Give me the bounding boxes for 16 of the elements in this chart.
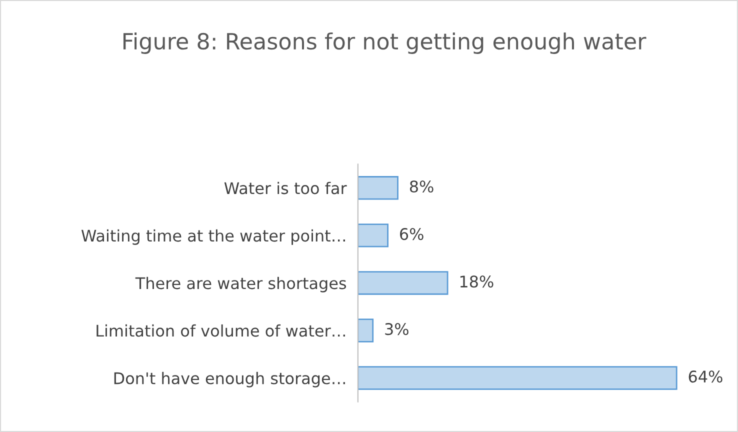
bar <box>358 271 448 295</box>
y-tick-label: Water is too far <box>224 182 347 194</box>
y-tick-label: There are water shortages <box>135 276 346 292</box>
data-label: 64% <box>688 370 722 383</box>
bar <box>358 318 374 342</box>
y-tick-label: Waiting time at the water point… <box>81 229 345 245</box>
bar <box>358 366 678 390</box>
y-tick-label: Don't have enough storage… <box>114 372 345 388</box>
bar <box>358 176 398 200</box>
y-tick-label: Limitation of volume of water… <box>96 324 345 337</box>
chart-title: Figure 8: Reasons for not getting enough water <box>123 32 646 54</box>
data-label: 8% <box>410 180 434 193</box>
data-label: 3% <box>385 323 408 336</box>
data-label: 18% <box>460 276 494 288</box>
bar <box>358 224 388 248</box>
data-label: 6% <box>400 228 424 240</box>
